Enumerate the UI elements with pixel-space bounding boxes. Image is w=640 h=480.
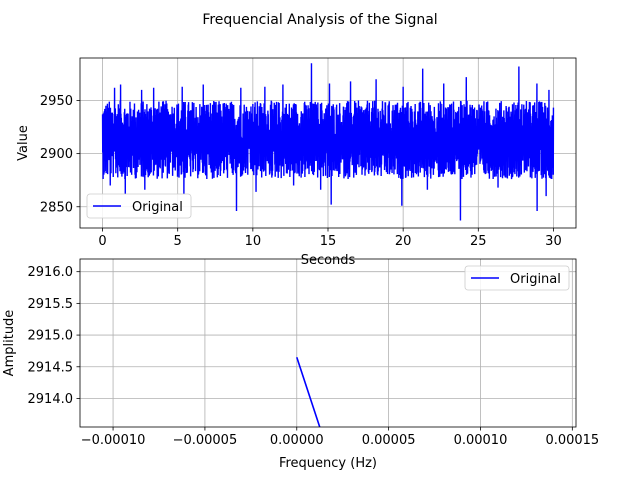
axis-ticks: 0 5 10 15 20 25 30 2850 2900 2950 (40, 94, 562, 249)
y-axis-label: Amplitude (2, 310, 17, 377)
y-tick-label: 2914.5 (28, 360, 74, 375)
x-tick-label: 0.00010 (454, 433, 508, 448)
axes-frame (79, 258, 577, 428)
y-tick-label: 2916.0 (28, 265, 74, 280)
series-line-original (101, 63, 555, 221)
legend-box (464, 265, 570, 291)
x-tick-label: 0.00005 (362, 433, 416, 448)
x-axis-label: Frequency (Hz) (279, 456, 377, 471)
y-tick-label: 2915.0 (28, 329, 74, 344)
y-tick-label: 2950 (40, 94, 73, 109)
legend: Original (464, 265, 570, 291)
plot-frequency-domain: −0.00010 −0.00005 0.00000 0.00005 0.00010 0.0… (2, 258, 600, 471)
figure-title: Frequencial Analysis of the Signal (202, 12, 437, 28)
y-tick-label: 2915.5 (28, 297, 74, 312)
axes-frame (79, 57, 577, 229)
legend-label: Original (132, 200, 183, 215)
axis-ticks: −0.00010 −0.00005 0.00000 0.00005 0.00010 0.0… (28, 265, 600, 448)
y-axis-label: Value (16, 125, 31, 161)
x-tick-label: 10 (245, 234, 262, 249)
grid-lines (80, 259, 576, 427)
x-tick-label: 0.00015 (545, 433, 599, 448)
x-tick-label: −0.00010 (81, 433, 146, 448)
x-tick-label: 20 (395, 234, 412, 249)
y-tick-label: 2850 (40, 200, 73, 215)
x-tick-label: 0 (98, 234, 106, 249)
legend-label: Original (510, 272, 561, 287)
x-axis-label: Seconds (301, 253, 356, 268)
legend: Original (86, 193, 192, 219)
legend-box (86, 193, 192, 219)
y-tick-label: 2914.0 (28, 392, 74, 407)
x-tick-label: 30 (545, 234, 562, 249)
x-tick-label: −0.00005 (173, 433, 238, 448)
plot-time-domain: 0 5 10 15 20 25 30 2850 2900 2950 Seconds Value Orig… (16, 57, 577, 268)
y-tick-label: 2900 (40, 147, 73, 162)
x-tick-label: 5 (174, 234, 182, 249)
x-tick-label: 0.00000 (270, 433, 324, 448)
x-tick-label: 15 (320, 234, 337, 249)
series-line-original (296, 357, 321, 427)
x-tick-label: 25 (470, 234, 487, 249)
